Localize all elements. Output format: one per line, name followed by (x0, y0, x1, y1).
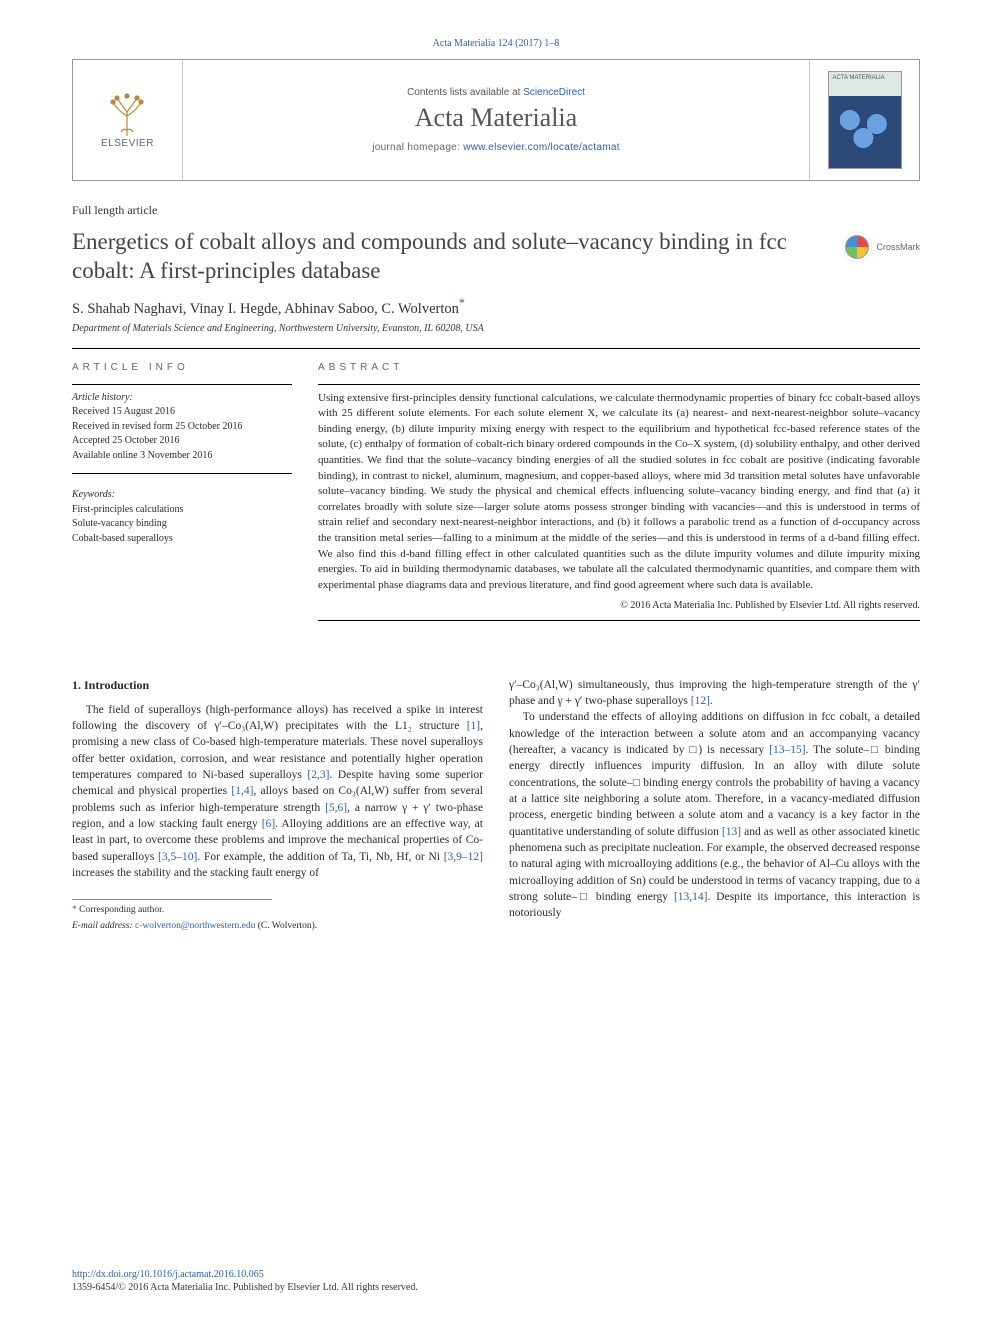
citation[interactable]: [12] (691, 695, 710, 707)
corr-label: Corresponding author. (79, 905, 164, 915)
intro-para-3: To understand the effects of alloying ad… (509, 709, 920, 921)
citation[interactable]: [3,9–12] (444, 851, 483, 863)
journal-header-center: Contents lists available at ScienceDirec… (183, 60, 809, 180)
abstract-heading: ABSTRACT (318, 361, 920, 375)
intro-para-1: The field of superalloys (high-performan… (72, 702, 483, 882)
journal-cover-thumbnail: ACTA MATERIALIA (828, 71, 902, 169)
corresponding-author-block: * Corresponding author. (72, 899, 272, 917)
elsevier-logo: ELSEVIER (101, 92, 154, 149)
author-affiliation: Department of Materials Science and Engi… (72, 323, 920, 334)
author-names: S. Shahab Naghavi, Vinay I. Hegde, Abhin… (72, 300, 459, 316)
article-info-column: ARTICLE INFO Article history: Received 1… (72, 361, 292, 624)
t: . (710, 695, 713, 707)
corresponding-email-line: E-mail address: c-wolverton@northwestern… (72, 920, 483, 933)
t: γ′–Co₃(Al,W) simultaneously, thus improv… (509, 679, 920, 707)
info-rule-2 (72, 473, 292, 474)
history-label: Article history: (72, 392, 133, 403)
t: The field of superalloys (high-performan… (72, 704, 483, 732)
publisher-logo-cell: ELSEVIER (73, 60, 183, 180)
info-rule (72, 384, 292, 385)
history-online: Available online 3 November 2016 (72, 449, 292, 464)
citation[interactable]: [13] (722, 826, 741, 838)
crossmark-label: CrossMark (876, 242, 920, 252)
crossmark-icon (842, 232, 872, 262)
journal-homepage-line: journal homepage: www.elsevier.com/locat… (372, 142, 620, 153)
publisher-name: ELSEVIER (101, 138, 154, 149)
cover-title-text: ACTA MATERIALIA (833, 75, 885, 81)
paper-title: Energetics of cobalt alloys and compound… (72, 228, 828, 286)
contents-available-line: Contents lists available at ScienceDirec… (407, 87, 585, 98)
citation[interactable]: [13–15] (769, 744, 805, 756)
intro-para-2: γ′–Co₃(Al,W) simultaneously, thus improv… (509, 677, 920, 710)
citation[interactable]: [3,5–10] (158, 851, 197, 863)
body-two-column: 1. Introduction The field of superalloys… (72, 677, 920, 934)
sciencedirect-link[interactable]: ScienceDirect (523, 87, 585, 98)
corresponding-email[interactable]: c-wolverton@northwestern.edu (135, 921, 255, 931)
email-suffix: (C. Wolverton). (255, 921, 317, 931)
article-info-heading: ARTICLE INFO (72, 361, 292, 376)
author-list: S. Shahab Naghavi, Vinay I. Hegde, Abhin… (72, 296, 920, 318)
abstract-bottom-rule (318, 620, 920, 621)
journal-name: Acta Materialia (415, 103, 577, 133)
keyword-1: First-principles calculations (72, 503, 292, 518)
citation[interactable]: [1] (467, 720, 480, 732)
citation[interactable]: [13,14] (674, 891, 708, 903)
journal-header-box: ELSEVIER Contents lists available at Sci… (72, 59, 920, 181)
history-received: Received 15 August 2016 (72, 405, 292, 420)
body-col-left: 1. Introduction The field of superalloys… (72, 677, 483, 934)
issn-copyright: 1359-6454/© 2016 Acta Materialia Inc. Pu… (72, 1282, 920, 1293)
citation[interactable]: [6] (262, 818, 275, 830)
citation[interactable]: [1,4] (231, 785, 253, 797)
elsevier-tree-icon (107, 92, 147, 136)
keywords-label: Keywords: (72, 489, 115, 500)
section-1-heading: 1. Introduction (72, 677, 483, 694)
abstract-rule (318, 384, 920, 385)
history-revised: Received in revised form 25 October 2016 (72, 420, 292, 435)
article-type-label: Full length article (72, 203, 920, 218)
journal-cover-cell: ACTA MATERIALIA (809, 60, 919, 180)
abstract-column: ABSTRACT Using extensive first-principle… (318, 361, 920, 624)
t: increases the stability and the stacking… (72, 867, 319, 879)
abstract-copyright: © 2016 Acta Materialia Inc. Published by… (318, 599, 920, 613)
citation[interactable]: [5,6] (325, 802, 347, 814)
abstract-text: Using extensive first-principles density… (318, 391, 920, 594)
email-label: E-mail address: (72, 921, 135, 931)
doi-link[interactable]: http://dx.doi.org/10.1016/j.actamat.2016… (72, 1269, 920, 1280)
homepage-url[interactable]: www.elsevier.com/locate/actamat (463, 142, 620, 153)
contents-prefix: Contents lists available at (407, 87, 523, 98)
crossmark-badge[interactable]: CrossMark (842, 232, 920, 262)
journal-reference: Acta Materialia 124 (2017) 1–8 (72, 38, 920, 49)
citation[interactable]: [2,3] (307, 769, 329, 781)
body-col-right: γ′–Co₃(Al,W) simultaneously, thus improv… (509, 677, 920, 934)
article-info-abstract-block: ARTICLE INFO Article history: Received 1… (72, 353, 920, 634)
keyword-2: Solute-vacancy binding (72, 517, 292, 532)
corr-star: * (72, 905, 77, 915)
keyword-3: Cobalt-based superalloys (72, 532, 292, 547)
t: . For example, the addition of Ta, Ti, N… (197, 851, 443, 863)
homepage-prefix: journal homepage: (372, 142, 463, 153)
history-accepted: Accepted 25 October 2016 (72, 434, 292, 449)
t: . The solute–□ binding energy directly i… (509, 744, 920, 838)
page-footer: http://dx.doi.org/10.1016/j.actamat.2016… (72, 1269, 920, 1293)
corresponding-star: * (459, 296, 465, 310)
top-rule (72, 348, 920, 349)
